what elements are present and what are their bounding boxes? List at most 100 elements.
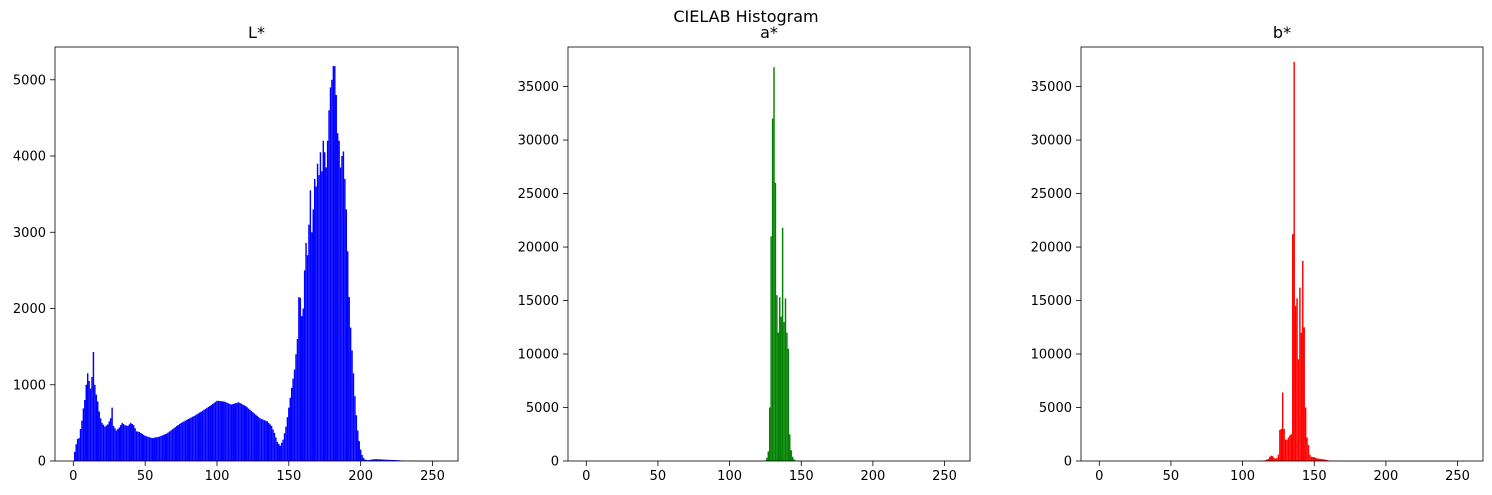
- histogram-bars: [1257, 61, 1465, 462]
- histogram-bar: [276, 441, 279, 461]
- histogram-bar: [1279, 429, 1281, 461]
- y-tick-label: 30000: [518, 134, 559, 149]
- histogram-bar: [115, 430, 118, 461]
- histogram-bar: [378, 459, 381, 461]
- histogram-bar: [1310, 456, 1313, 461]
- histogram-bar: [306, 255, 309, 461]
- histogram-bar: [243, 405, 246, 461]
- histogram-bar: [282, 439, 284, 461]
- histogram-bar: [206, 407, 208, 461]
- x-tick-label: 50: [137, 469, 154, 484]
- histogram-bar: [196, 414, 198, 461]
- x-tick-label: 200: [860, 469, 885, 484]
- x-tick-label: 250: [420, 469, 445, 484]
- histogram-bar: [1287, 437, 1290, 461]
- histogram-bar: [1267, 458, 1270, 461]
- histogram-bar: [164, 434, 166, 461]
- histogram-bar: [1282, 392, 1284, 461]
- histogram-bar: [145, 436, 148, 461]
- histogram-bar: [91, 377, 93, 461]
- histogram-bar: [104, 426, 106, 461]
- histogram-bar: [75, 444, 77, 461]
- histogram-bar: [167, 432, 169, 461]
- histogram-bar: [342, 151, 345, 461]
- histogram-bar: [144, 435, 146, 461]
- histogram-bar: [1314, 457, 1317, 461]
- y-tick-label: 0: [551, 455, 559, 470]
- histogram-bar: [259, 418, 261, 461]
- histogram-bar: [233, 403, 235, 461]
- histogram-bar: [92, 351, 95, 461]
- x-tick-label: 250: [1445, 469, 1470, 484]
- histogram-bar: [308, 224, 310, 461]
- histogram-bar: [204, 408, 207, 461]
- histogram-bar: [790, 450, 792, 461]
- histogram-bar: [112, 425, 115, 461]
- x-tick-label: 100: [717, 469, 742, 484]
- histogram-bar: [791, 456, 794, 461]
- histogram-bar: [183, 421, 185, 461]
- histogram-bar: [140, 432, 142, 461]
- x-tick-label: 150: [1302, 469, 1327, 484]
- histogram-bar: [255, 414, 257, 461]
- histogram-bar: [380, 459, 382, 461]
- histogram-bar: [1304, 407, 1307, 461]
- x-tick-label: 50: [1163, 469, 1180, 484]
- histogram-bar: [158, 436, 161, 461]
- histogram-bar: [313, 178, 316, 461]
- histogram-bar: [81, 420, 83, 461]
- histogram-bar: [279, 445, 281, 461]
- histogram-bar: [88, 380, 90, 461]
- histogram-bar: [232, 404, 234, 461]
- histogram-bar: [200, 411, 202, 461]
- histogram-bar: [267, 422, 270, 461]
- histogram-bar: [98, 411, 100, 461]
- histogram-bar: [1309, 454, 1311, 461]
- histogram-bar: [285, 426, 287, 461]
- histogram-bar: [134, 428, 136, 461]
- histogram-bar: [357, 430, 359, 461]
- histogram-bar: [336, 133, 339, 461]
- histogram-bar: [384, 459, 386, 461]
- histogram-bar: [1294, 305, 1297, 461]
- histogram-bar: [359, 449, 362, 461]
- histogram-bar: [339, 167, 342, 461]
- histogram-bar: [1320, 459, 1323, 461]
- histogram-bar: [217, 400, 220, 461]
- histogram-bar: [272, 429, 274, 461]
- histogram-bar: [1296, 298, 1298, 461]
- histogram-bar: [245, 406, 247, 461]
- histogram-bar: [229, 403, 231, 461]
- y-tick-label: 25000: [518, 187, 559, 202]
- histogram-bar: [1293, 61, 1295, 461]
- histogram-bar: [99, 418, 102, 461]
- histogram-bar: [143, 434, 145, 461]
- histogram-bar: [161, 435, 164, 461]
- y-tick-label: 4000: [13, 150, 46, 165]
- figure-suptitle: CIELAB Histogram: [673, 7, 819, 26]
- histogram-bar: [216, 400, 218, 461]
- histogram-bar: [1302, 260, 1304, 461]
- histogram-bar: [211, 403, 214, 461]
- histogram-bar: [298, 297, 300, 461]
- histogram-bar: [275, 437, 277, 461]
- histogram-bar: [76, 438, 79, 461]
- histogram-bar: [154, 437, 156, 461]
- histogram-bar: [1274, 458, 1277, 461]
- histogram-bar: [85, 384, 87, 461]
- histogram-bar: [368, 460, 370, 461]
- histogram-bar: [246, 407, 248, 461]
- histogram-bar: [186, 419, 188, 461]
- histogram-bar: [168, 431, 171, 461]
- histogram-bar: [151, 438, 154, 461]
- histogram-bar: [199, 412, 201, 461]
- x-tick-label: 150: [789, 469, 814, 484]
- x-tick-label: 250: [932, 469, 957, 484]
- histogram-bar: [390, 459, 392, 461]
- subplot-title: b*: [1273, 23, 1291, 42]
- histogram-bar: [253, 413, 256, 461]
- histogram-bar: [111, 407, 113, 461]
- y-tick-label: 1000: [13, 378, 46, 393]
- histogram-bar: [141, 433, 143, 461]
